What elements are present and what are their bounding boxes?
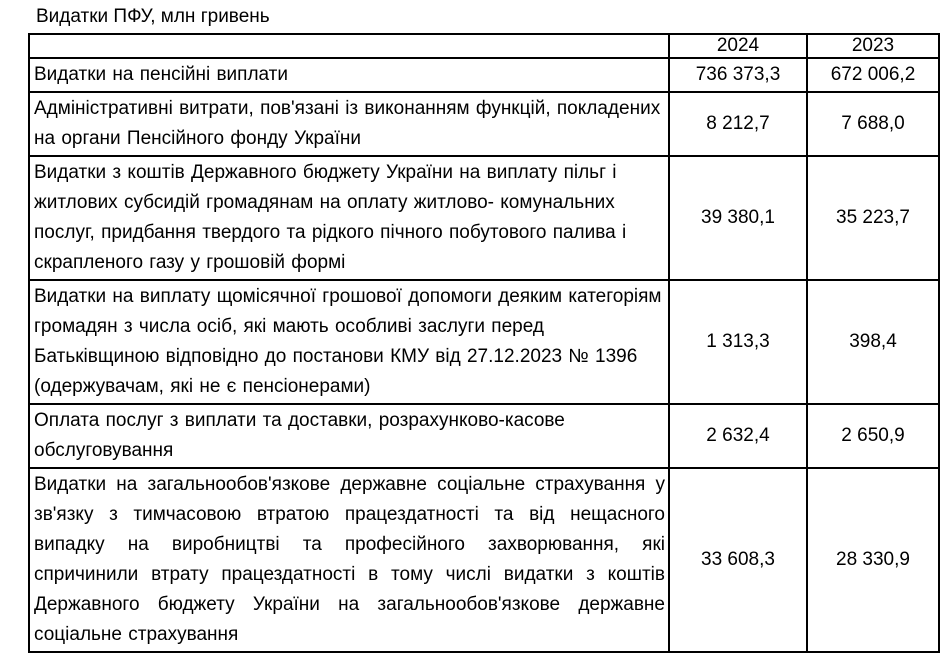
value-2023: 28 330,9	[806, 467, 940, 653]
value-2023: 7 688,0	[806, 91, 940, 157]
header-year-2023: 2023	[806, 33, 940, 59]
table-row-social-insurance: Видатки на загальнообов'язкове державне …	[28, 467, 940, 653]
value-2024: 39 380,1	[668, 155, 808, 281]
header-year-2024: 2024	[668, 33, 808, 59]
row-label: Видатки на загальнообов'язкове державне …	[28, 467, 670, 653]
row-label: Оплата послуг з виплати та доставки, роз…	[28, 403, 670, 469]
value-2023: 35 223,7	[806, 155, 940, 281]
row-label: Видатки з коштів Державного бюджету Укра…	[28, 155, 670, 281]
expenditures-table: 2024 2023 Видатки на пенсійні виплати 73…	[28, 33, 940, 653]
value-2024: 736 373,3	[668, 57, 808, 93]
table-row-administrative-costs: Адміністративні витрати, пов'язані із ви…	[28, 91, 940, 157]
value-2024: 1 313,3	[668, 279, 808, 405]
table-row-state-budget-subsidies: Видатки з коштів Державного бюджету Укра…	[28, 155, 940, 281]
value-2024: 8 212,7	[668, 91, 808, 157]
table-header-row: 2024 2023	[28, 33, 940, 59]
value-2023: 398,4	[806, 279, 940, 405]
table-row-monthly-aid-merited-citizens: Видатки на виплату щомісячної грошової д…	[28, 279, 940, 405]
table-row-pension-payments: Видатки на пенсійні виплати 736 373,3 67…	[28, 57, 940, 93]
row-label: Видатки на пенсійні виплати	[28, 57, 670, 93]
table-row-payment-delivery-services: Оплата послуг з виплати та доставки, роз…	[28, 403, 940, 469]
value-2024: 33 608,3	[668, 467, 808, 653]
value-2023: 2 650,9	[806, 403, 940, 469]
header-empty-cell	[28, 33, 670, 59]
value-2023: 672 006,2	[806, 57, 940, 93]
row-label: Видатки на виплату щомісячної грошової д…	[28, 279, 670, 405]
value-2024: 2 632,4	[668, 403, 808, 469]
row-label: Адміністративні витрати, пов'язані із ви…	[28, 91, 670, 157]
page-title: Видатки ПФУ, млн гривень	[36, 6, 270, 27]
